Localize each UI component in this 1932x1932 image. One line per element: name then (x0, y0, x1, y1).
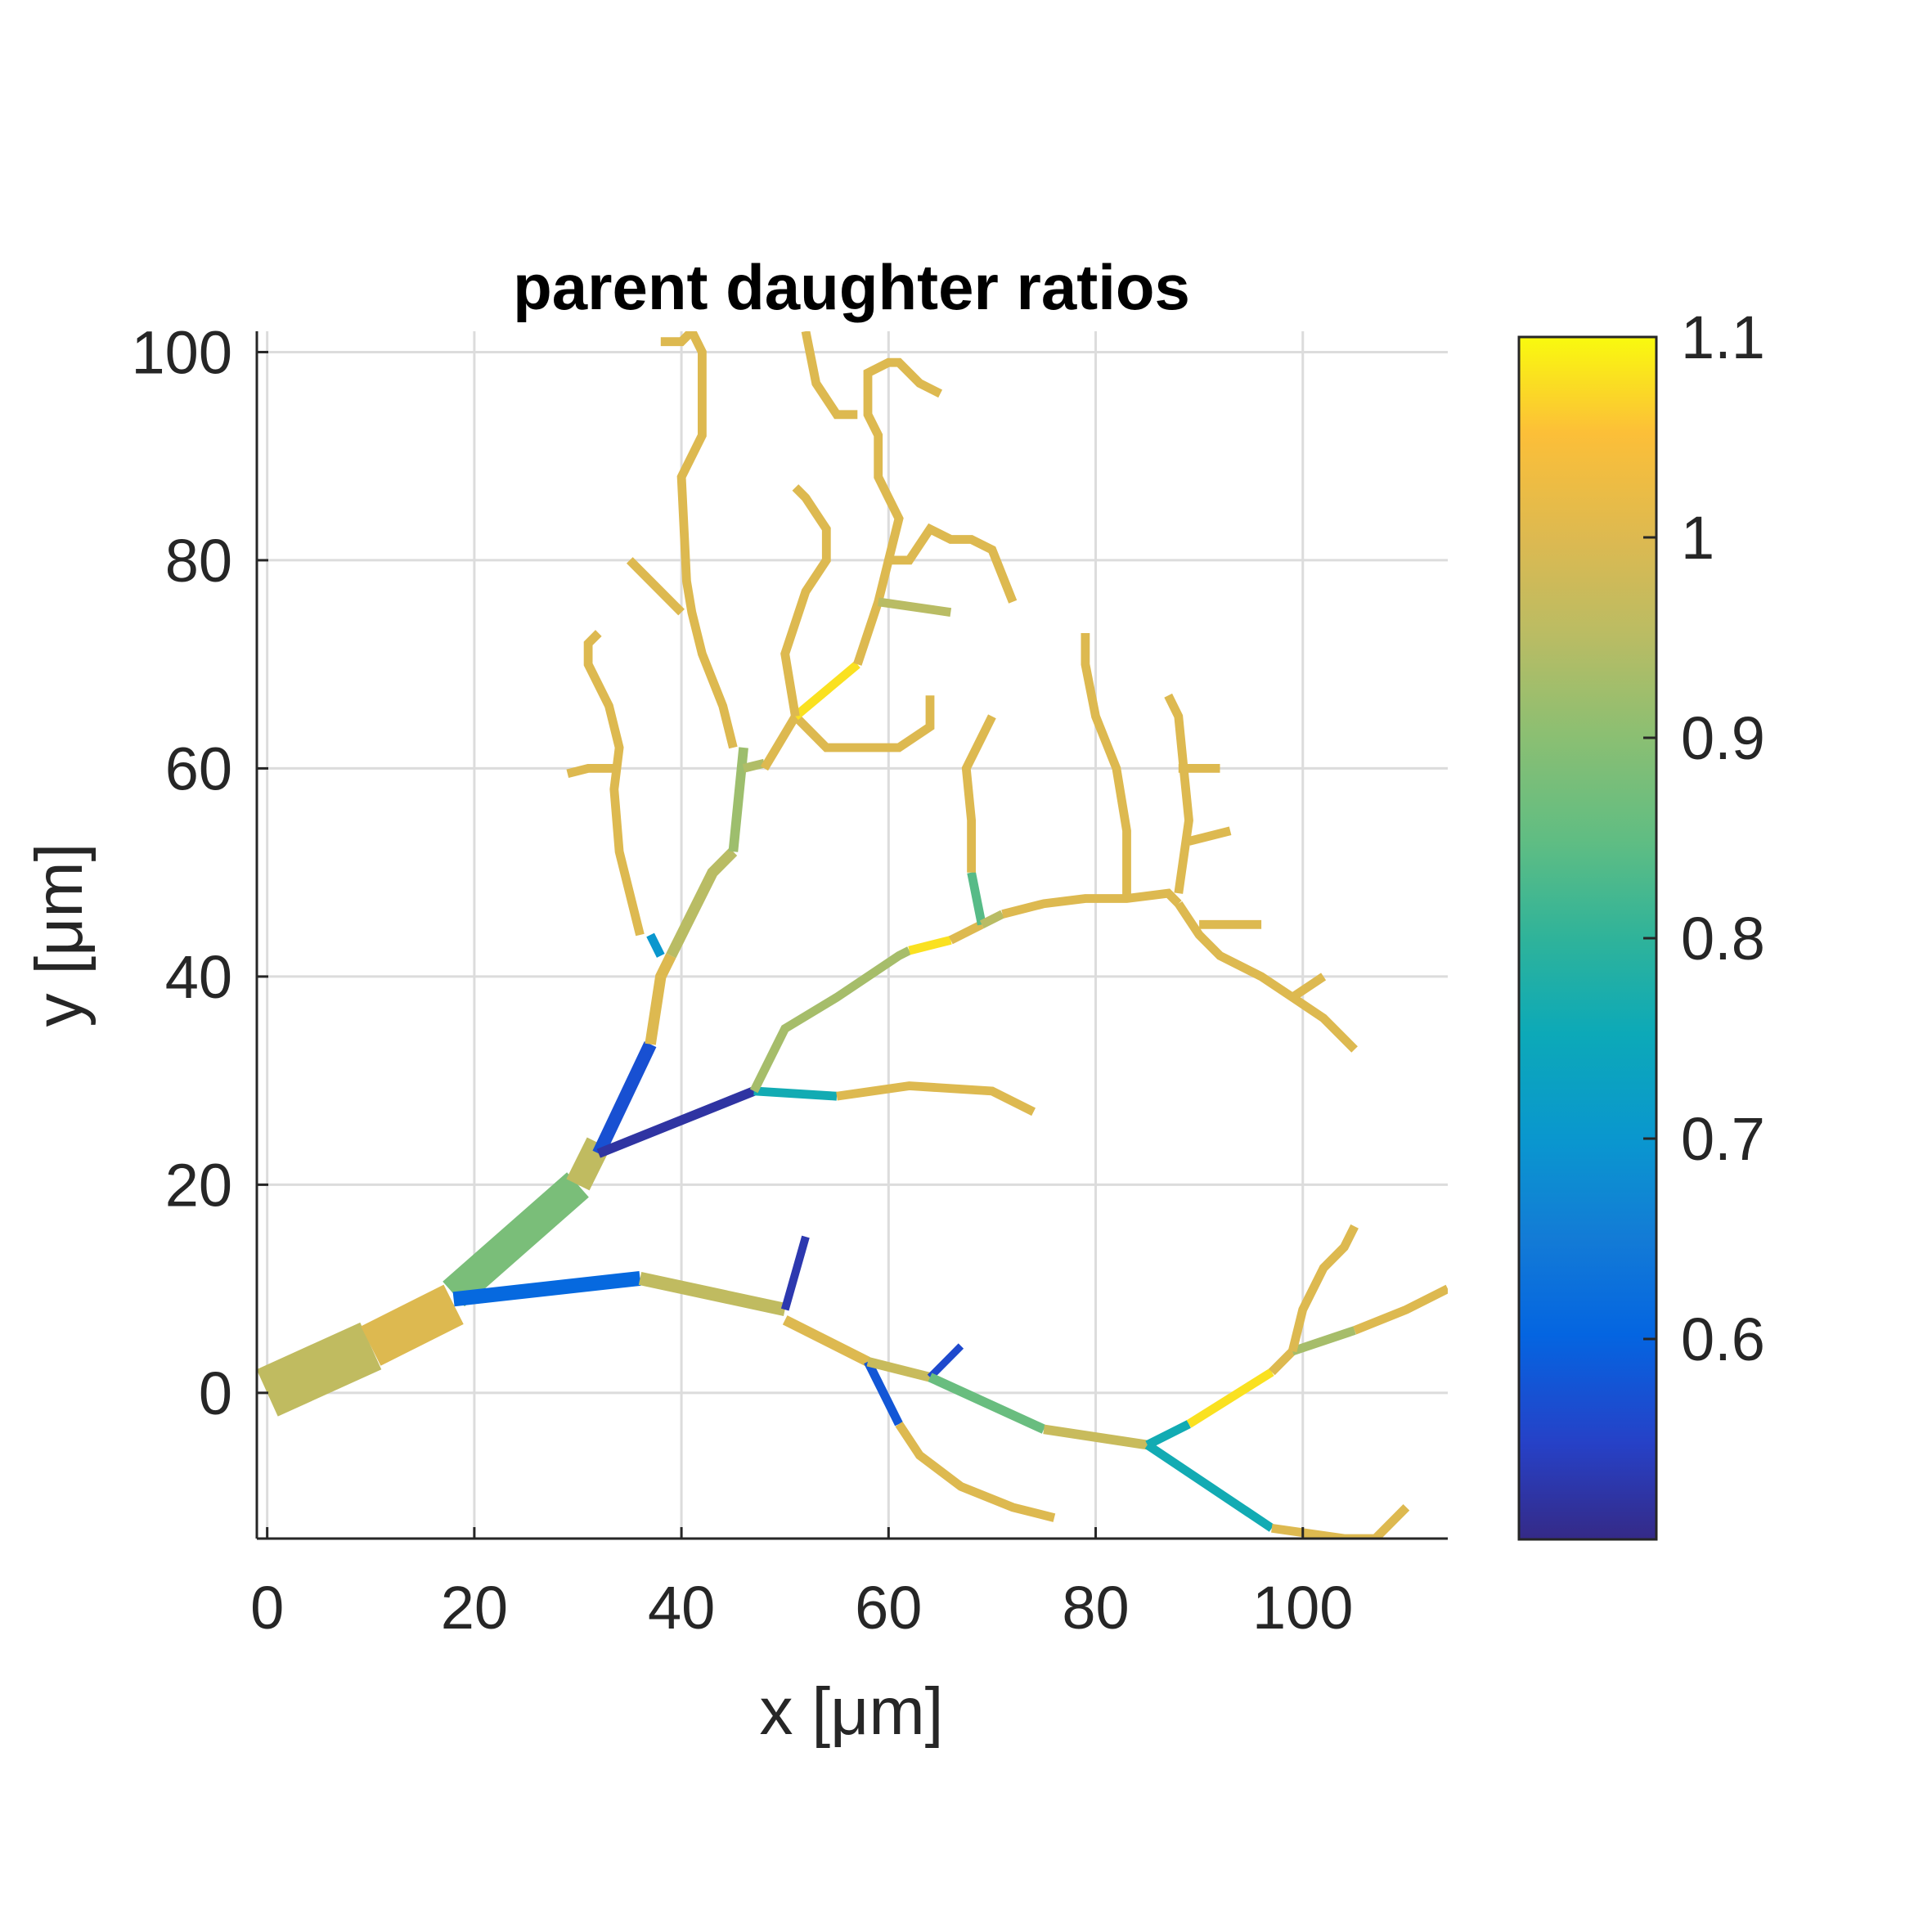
dendrite-segment (1043, 1424, 1148, 1450)
y-tick-label: 80 (165, 527, 232, 595)
dendrite-segment (792, 695, 935, 753)
y-tick-label: 40 (165, 943, 232, 1011)
dendrite-segment (592, 1041, 657, 1157)
x-axis-label: x [μm] (760, 1674, 944, 1749)
y-tick-label: 100 (132, 318, 232, 386)
dendrite-segment (1175, 901, 1358, 1053)
dendrite-segment (728, 747, 748, 852)
colorbar-tick-label: 1 (1681, 504, 1714, 572)
dendrite-segment (908, 936, 952, 955)
dendrite-segment (1186, 1368, 1274, 1428)
dendrite-segment (626, 557, 685, 616)
dendrite-segment (895, 1422, 1056, 1522)
dendrite-segment (1188, 826, 1232, 846)
dendrite-segment (1287, 1224, 1359, 1353)
dendrite-segment (780, 484, 831, 717)
dendrite-segment (645, 953, 676, 1045)
x-tick-label: 40 (648, 1574, 715, 1642)
dendrite-segment (1145, 1420, 1191, 1449)
dendrite-segment (361, 1284, 464, 1366)
dendrite-segment (967, 871, 986, 926)
dendrite-segment (877, 597, 952, 617)
colorbar-tick-label: 0.7 (1681, 1105, 1765, 1173)
dendrite-segment (1164, 693, 1193, 894)
x-tick-label: 20 (441, 1574, 508, 1642)
dendrite-segment (792, 661, 860, 720)
dendrite-segment (638, 1271, 787, 1317)
dendrite-segment (753, 1086, 838, 1101)
colorbar-tick-label: 0.9 (1681, 704, 1765, 772)
dendrite-segment (948, 920, 984, 945)
dendrite-segment (961, 714, 996, 873)
x-tick-label: 100 (1252, 1574, 1353, 1642)
y-tick-label: 20 (165, 1151, 232, 1219)
dendrite-segment (866, 1357, 932, 1382)
colorbar: 0.6 0.7 0.8 0.9 1 1.1 (1517, 303, 1765, 1541)
y-tick-label: 0 (199, 1359, 232, 1427)
dendrite-segment (666, 847, 738, 959)
dendrite-segment (566, 764, 620, 779)
dendrite-segment (1081, 633, 1131, 899)
dendrite-segment (836, 1081, 1036, 1117)
chart-title: parent daughter ratios (513, 251, 1190, 323)
y-tick-labels: 0 20 40 60 80 100 (132, 318, 232, 1427)
dendrite-segment (660, 331, 738, 749)
dendrite-segment (927, 1343, 964, 1380)
dendrite-segment (443, 1172, 589, 1307)
dendrite-segment (596, 1086, 756, 1158)
dendrite-segment (760, 714, 800, 771)
dendrite-segment (1268, 1348, 1296, 1376)
colorbar-gradient (1517, 335, 1658, 1541)
dendrite-segment (646, 932, 665, 958)
dendrite-segment (888, 523, 1018, 604)
dendrite-tree (257, 331, 1448, 1539)
dendrite-segment (1144, 1441, 1274, 1532)
colorbar-tick-label: 0.8 (1681, 905, 1765, 973)
colorbar-ticks: 0.6 0.7 0.8 0.9 1 1.1 (1643, 303, 1765, 1373)
dendrite-segment (853, 357, 943, 666)
colorbar-tick-label: 1.1 (1681, 303, 1765, 371)
dendrite-segment (257, 1322, 382, 1417)
axes (255, 331, 1448, 1540)
dendrite-segment (1290, 973, 1327, 1001)
dendrite-segment (1291, 1326, 1356, 1356)
dendrite-segment (801, 331, 858, 420)
x-tick-label: 60 (855, 1574, 922, 1642)
x-tick-label: 0 (250, 1574, 284, 1642)
colorbar-tick-label: 0.6 (1681, 1305, 1765, 1373)
dendrite-segment (742, 758, 766, 773)
dendrite-segment (749, 946, 912, 1094)
dendrite-segment (1001, 888, 1182, 919)
dendrite-segment (780, 1235, 810, 1311)
dendrite-segment (928, 1373, 1046, 1434)
dendrite-segment (864, 1359, 903, 1427)
dendrite-segment (583, 630, 645, 937)
dendrite-segment (1271, 1503, 1410, 1539)
y-tick-label: 60 (165, 735, 232, 802)
dendrite-segment (1353, 1284, 1448, 1335)
x-tick-labels: 0 20 40 60 80 100 (250, 1574, 1353, 1642)
dendrite-segment (782, 1315, 870, 1367)
dendrite-segment (452, 1270, 641, 1307)
x-tick-label: 80 (1062, 1574, 1129, 1642)
y-axis-label: y [μm] (22, 843, 97, 1027)
dendrite-segment (979, 910, 1005, 929)
